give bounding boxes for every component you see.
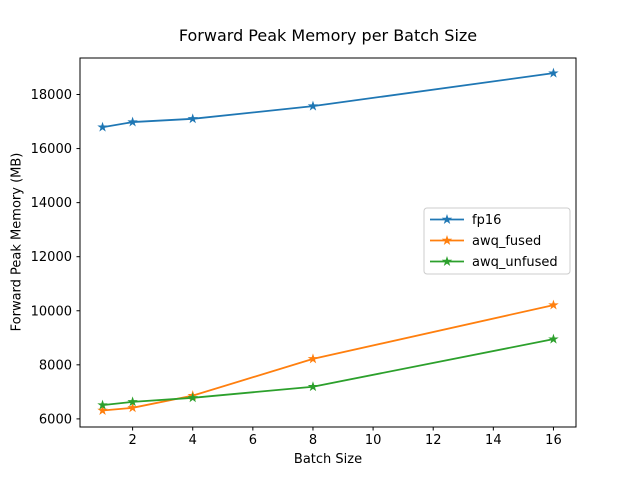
series-marker-fp16 — [307, 100, 319, 111]
series-marker-fp16 — [187, 113, 198, 124]
y-tick-label: 14000 — [31, 196, 72, 211]
series-marker-awq_fused — [127, 402, 138, 413]
y-tick-label: 6000 — [39, 412, 72, 427]
series-marker-awq_fused — [548, 299, 559, 310]
legend-marker-awq_fused — [441, 235, 453, 245]
y-tick-label: 12000 — [31, 250, 72, 265]
y-tick-label: 18000 — [31, 88, 72, 103]
series-marker-awq_unfused — [187, 392, 198, 403]
y-tick-label: 10000 — [31, 304, 72, 319]
series-marker-fp16 — [127, 116, 138, 127]
x-tick-label: 14 — [485, 433, 502, 448]
series-marker-awq_unfused — [307, 381, 319, 392]
series-marker-awq_fused — [307, 353, 319, 364]
x-tick-label: 4 — [189, 433, 197, 448]
series-marker-fp16 — [548, 67, 559, 78]
legend-label-awq_unfused: awq_unfused — [472, 255, 558, 270]
x-tick-label: 16 — [545, 433, 562, 448]
chart-title: Forward Peak Memory per Batch Size — [178, 26, 478, 45]
series-line-fp16 — [101, 72, 555, 129]
y-tick-label: 16000 — [31, 142, 72, 157]
x-tick-label: 10 — [365, 433, 382, 448]
series-marker-awq_unfused — [127, 396, 138, 407]
x-tick-label: 6 — [249, 433, 257, 448]
x-tick-label: 8 — [309, 433, 317, 448]
legend-label-awq_fused: awq_fused — [472, 234, 541, 249]
x-tick-label: 2 — [128, 433, 136, 448]
series-marker-awq_fused — [97, 405, 108, 415]
series-marker-awq_unfused — [97, 399, 108, 410]
legend-marker-awq_unfused — [441, 256, 453, 266]
legend: fp16 awq_fused awq_unfused — [423, 207, 571, 275]
series-marker-fp16 — [97, 121, 108, 132]
x-tick-label: 12 — [425, 433, 442, 448]
series-marker-awq_unfused — [548, 333, 559, 344]
legend-box — [423, 207, 571, 275]
series-line-awq_unfused — [101, 338, 555, 407]
legend-label-fp16: fp16 — [472, 213, 501, 228]
legend-marker-fp16 — [441, 214, 453, 224]
series-line-awq_fused — [101, 304, 555, 412]
y-tick-label: 8000 — [39, 358, 72, 373]
x-axis-label: Batch Size — [293, 452, 363, 467]
axes-frame — [79, 57, 577, 428]
